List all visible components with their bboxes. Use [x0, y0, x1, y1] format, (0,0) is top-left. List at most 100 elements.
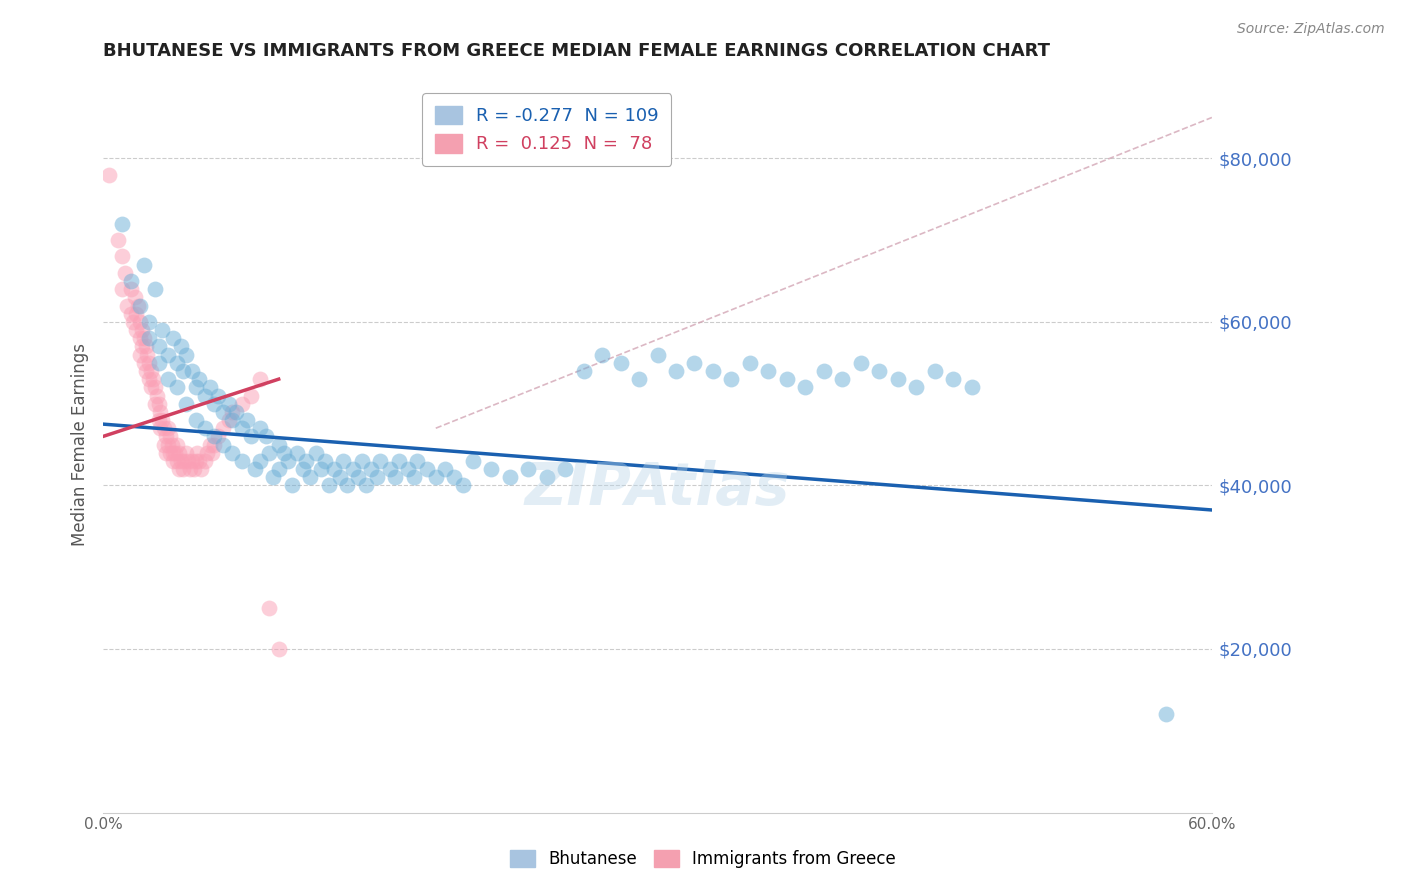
Point	[170, 454, 193, 468]
Point	[366, 470, 388, 484]
Point	[384, 470, 406, 484]
Point	[165, 446, 187, 460]
Point	[183, 462, 205, 476]
Point	[143, 282, 166, 296]
Point	[231, 421, 253, 435]
Point	[924, 364, 946, 378]
Point	[396, 462, 419, 476]
Point	[141, 380, 163, 394]
Point	[184, 380, 207, 394]
Point	[236, 413, 259, 427]
Point	[609, 356, 631, 370]
Point	[166, 356, 188, 370]
Point	[433, 462, 456, 476]
Point	[143, 397, 166, 411]
Point	[172, 364, 194, 378]
Point	[194, 388, 217, 402]
Point	[683, 356, 706, 370]
Point	[406, 454, 429, 468]
Point	[138, 356, 160, 370]
Point	[184, 454, 207, 468]
Point	[285, 446, 308, 460]
Point	[221, 405, 243, 419]
Point	[461, 454, 484, 468]
Point	[145, 388, 167, 402]
Point	[110, 217, 132, 231]
Text: Source: ZipAtlas.com: Source: ZipAtlas.com	[1237, 22, 1385, 37]
Point	[188, 372, 211, 386]
Point	[195, 446, 218, 460]
Point	[159, 446, 181, 460]
Point	[156, 348, 179, 362]
Point	[262, 470, 284, 484]
Point	[758, 364, 780, 378]
Point	[831, 372, 853, 386]
Point	[776, 372, 799, 386]
Y-axis label: Median Female Earnings: Median Female Earnings	[72, 343, 89, 546]
Text: ZIPAtlas: ZIPAtlas	[524, 460, 790, 517]
Point	[97, 168, 120, 182]
Point	[212, 405, 235, 419]
Point	[184, 413, 207, 427]
Point	[277, 454, 299, 468]
Point	[628, 372, 651, 386]
Point	[155, 429, 177, 443]
Point	[148, 397, 170, 411]
Point	[131, 323, 153, 337]
Point	[155, 446, 177, 460]
Point	[212, 421, 235, 435]
Point	[259, 446, 281, 460]
Point	[156, 421, 179, 435]
Point	[136, 348, 159, 362]
Point	[174, 397, 197, 411]
Point	[647, 348, 669, 362]
Point	[702, 364, 724, 378]
Point	[120, 307, 142, 321]
Point	[179, 462, 201, 476]
Point	[202, 437, 225, 451]
Point	[323, 462, 346, 476]
Point	[479, 462, 502, 476]
Point	[354, 478, 377, 492]
Point	[239, 429, 262, 443]
Point	[347, 470, 370, 484]
Point	[190, 462, 212, 476]
Point	[1154, 707, 1177, 722]
Point	[221, 446, 243, 460]
Point	[132, 331, 155, 345]
Point	[887, 372, 910, 386]
Point	[132, 258, 155, 272]
Point	[156, 372, 179, 386]
Point	[129, 299, 152, 313]
Point	[218, 413, 240, 427]
Point	[129, 331, 152, 345]
Point	[225, 405, 247, 419]
Point	[249, 421, 271, 435]
Point	[425, 470, 447, 484]
Point	[135, 339, 157, 353]
Legend: Bhutanese, Immigrants from Greece: Bhutanese, Immigrants from Greece	[503, 843, 903, 875]
Point	[202, 429, 225, 443]
Point	[960, 380, 983, 394]
Point	[273, 446, 295, 460]
Point	[167, 446, 190, 460]
Point	[153, 421, 176, 435]
Point	[201, 446, 224, 460]
Point	[212, 437, 235, 451]
Point	[162, 454, 184, 468]
Point	[207, 429, 229, 443]
Point	[148, 339, 170, 353]
Point	[166, 437, 188, 451]
Point	[138, 372, 160, 386]
Point	[180, 364, 202, 378]
Legend: R = -0.277  N = 109, R =  0.125  N =  78: R = -0.277 N = 109, R = 0.125 N = 78	[422, 93, 671, 166]
Point	[239, 388, 262, 402]
Point	[291, 462, 314, 476]
Point	[194, 454, 217, 468]
Point	[132, 356, 155, 370]
Point	[177, 454, 200, 468]
Point	[107, 233, 129, 247]
Point	[221, 413, 243, 427]
Point	[174, 348, 197, 362]
Point	[267, 642, 290, 657]
